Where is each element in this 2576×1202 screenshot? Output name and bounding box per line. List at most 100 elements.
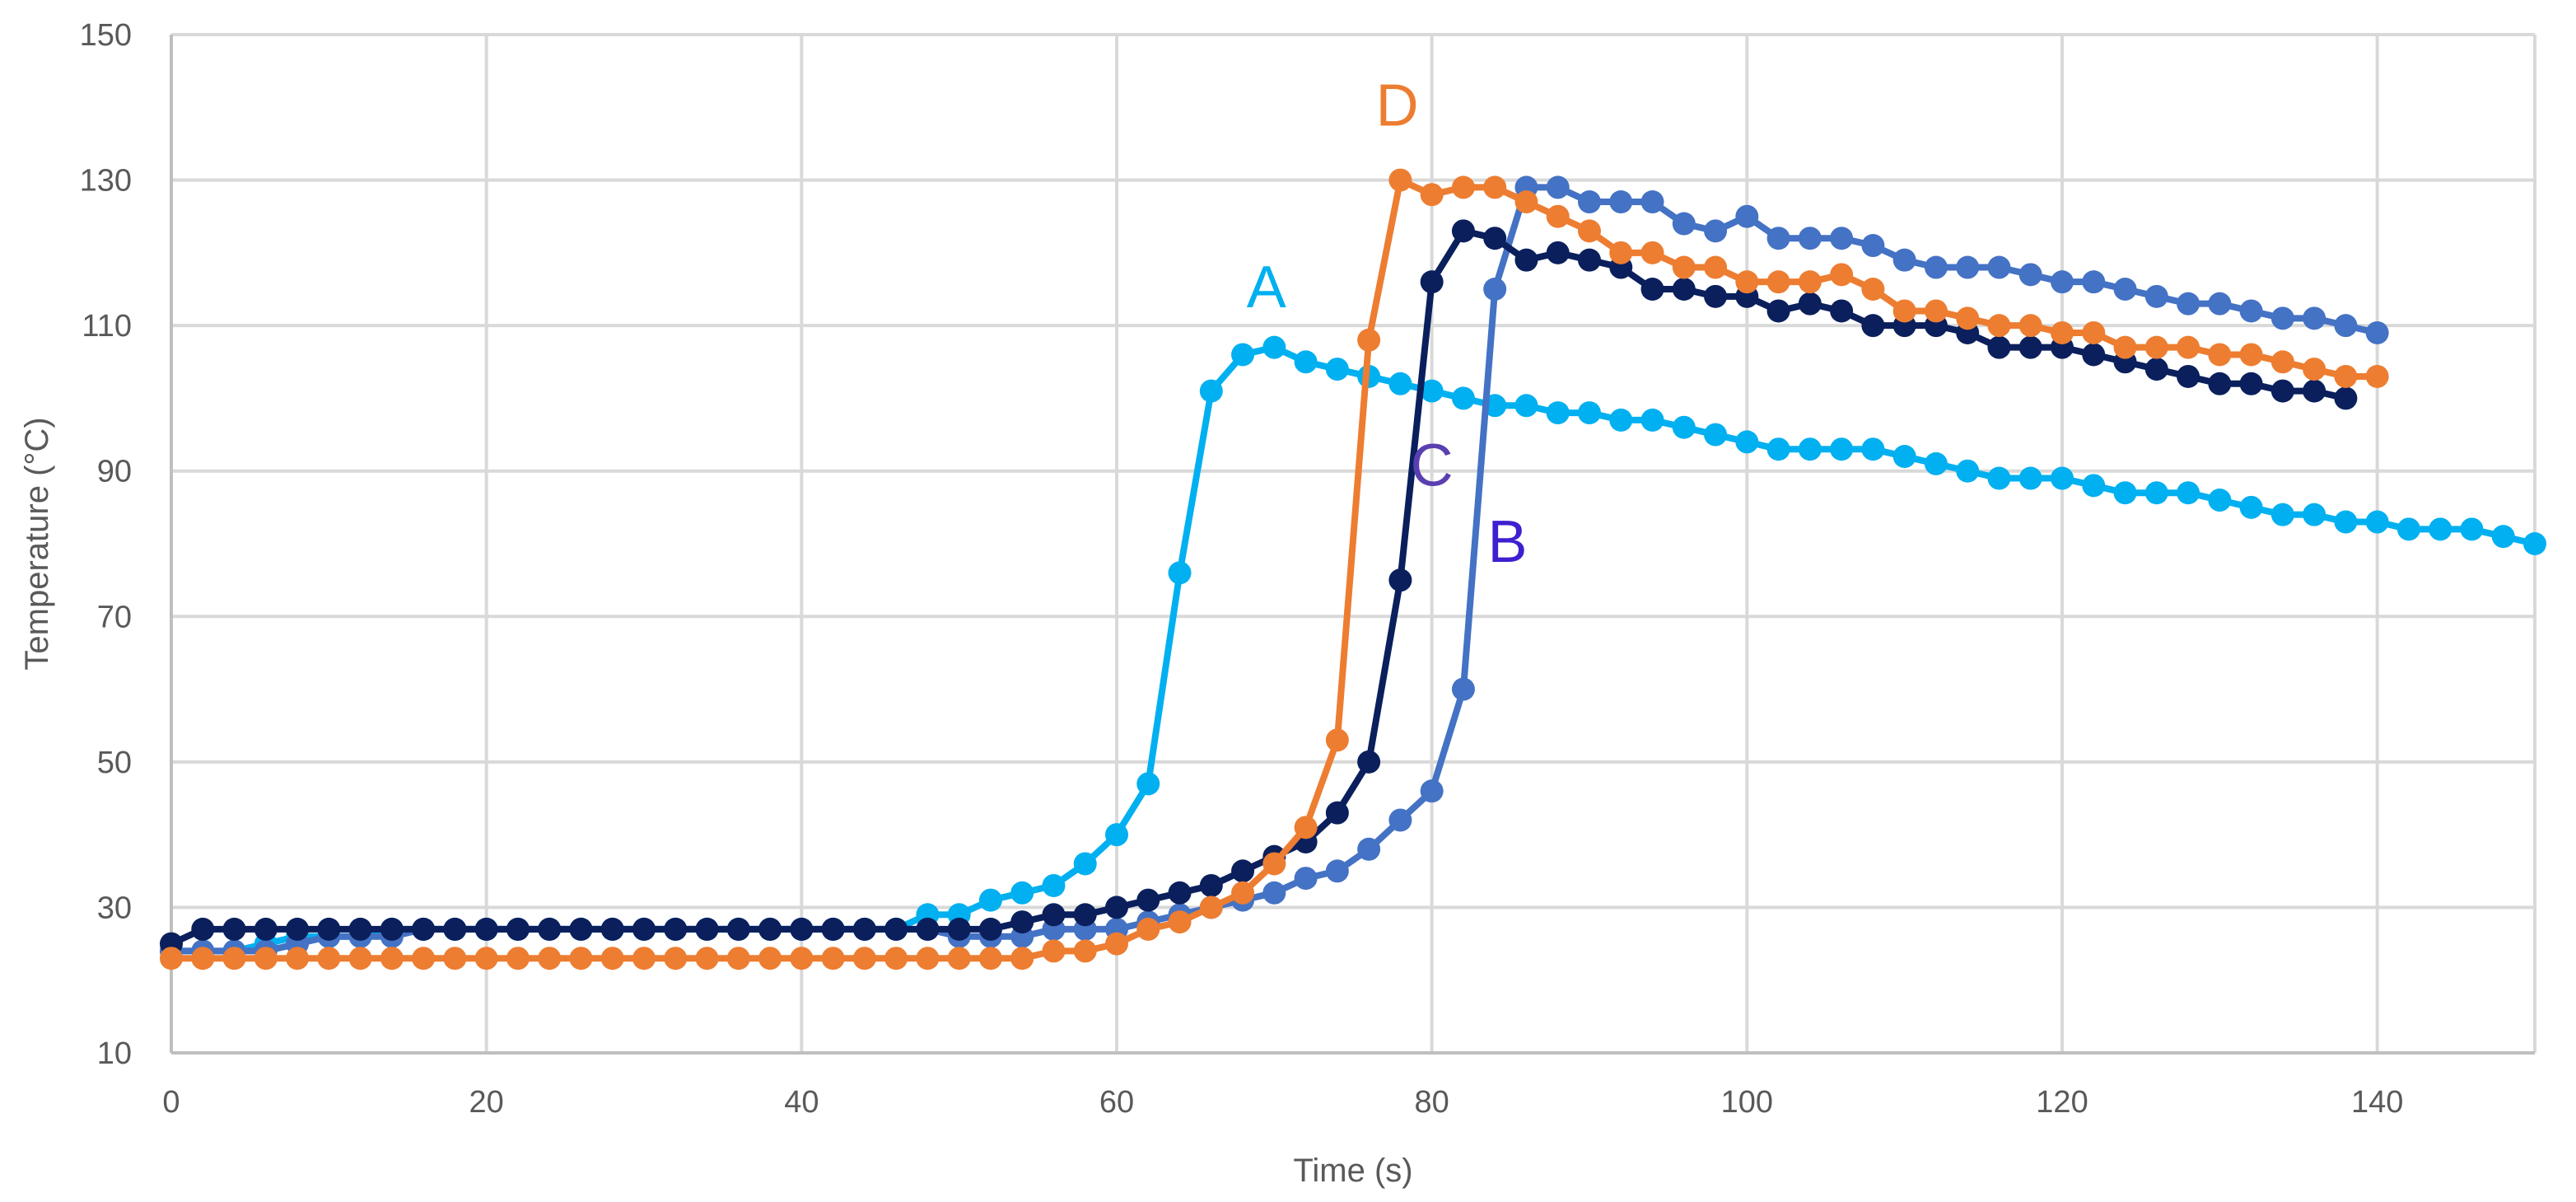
- data-point-c: [1420, 270, 1444, 294]
- data-point-b: [2082, 270, 2106, 294]
- data-point-a: [1672, 415, 1696, 439]
- data-point-d: [2239, 343, 2263, 367]
- data-point-a: [2429, 517, 2452, 541]
- data-point-a: [1451, 386, 1475, 410]
- data-point-d: [916, 947, 940, 970]
- data-point-d: [978, 947, 1002, 970]
- y-axis-title: Temperature (°C): [19, 417, 55, 670]
- data-point-c: [538, 917, 562, 941]
- data-point-d: [1451, 175, 1475, 199]
- data-point-a: [1609, 408, 1633, 432]
- data-point-b: [1640, 190, 1664, 214]
- data-point-d: [1704, 255, 1728, 279]
- data-point-c: [1231, 859, 1255, 883]
- data-point-d: [2051, 320, 2074, 344]
- x-tick-label: 0: [162, 1085, 180, 1120]
- x-tick-label: 60: [1099, 1085, 1134, 1120]
- data-point-b: [1357, 837, 1381, 861]
- data-point-b: [1766, 227, 1790, 250]
- data-point-a: [2113, 481, 2137, 505]
- data-point-d: [412, 947, 436, 970]
- data-point-a: [1892, 445, 1916, 469]
- data-point-b: [2144, 284, 2168, 308]
- data-point-c: [1010, 910, 1034, 934]
- series-d: [160, 168, 2389, 970]
- data-point-a: [2144, 481, 2168, 505]
- data-point-a: [2491, 525, 2515, 549]
- data-point-b: [1987, 255, 2011, 279]
- data-point-c: [286, 917, 310, 941]
- data-point-d: [538, 947, 562, 970]
- data-point-d: [2208, 343, 2232, 367]
- data-point-d: [1609, 241, 1633, 264]
- data-point-d: [380, 947, 404, 970]
- data-point-c: [191, 917, 215, 941]
- data-point-c: [2303, 379, 2326, 403]
- y-tick-label: 90: [97, 455, 132, 489]
- data-point-b: [1609, 190, 1633, 214]
- data-point-c: [2334, 386, 2358, 410]
- data-point-d: [1578, 219, 1601, 243]
- data-point-c: [254, 917, 278, 941]
- data-point-c: [2208, 372, 2232, 395]
- data-point-a: [2018, 466, 2042, 490]
- data-point-c: [1073, 903, 1097, 927]
- data-point-c: [1798, 292, 1822, 316]
- data-point-a: [1420, 379, 1444, 403]
- data-point-a: [1987, 466, 2011, 490]
- data-point-b: [1262, 881, 1286, 905]
- data-point-d: [1199, 896, 1223, 919]
- data-point-b: [2113, 278, 2137, 301]
- data-point-a: [2177, 481, 2200, 505]
- data-point-d: [1073, 939, 1097, 963]
- data-point-a: [1105, 823, 1128, 847]
- data-point-b: [1956, 255, 1980, 279]
- data-point-a: [1388, 372, 1412, 395]
- data-point-a: [1168, 561, 1192, 585]
- data-point-d: [474, 947, 498, 970]
- data-point-d: [2018, 314, 2042, 338]
- data-point-d: [1766, 270, 1790, 294]
- data-point-d: [600, 947, 624, 970]
- series-c: [160, 219, 2358, 956]
- data-point-c: [2144, 358, 2168, 381]
- data-point-d: [2303, 358, 2326, 381]
- data-point-c: [1388, 568, 1412, 592]
- data-point-b: [2208, 292, 2232, 316]
- data-point-d: [2365, 364, 2389, 388]
- data-point-a: [2334, 510, 2358, 534]
- data-point-d: [160, 947, 183, 970]
- data-point-b: [1451, 677, 1475, 701]
- data-point-a: [1073, 852, 1097, 876]
- data-point-c: [852, 917, 876, 941]
- data-point-c: [1136, 888, 1160, 912]
- data-point-c: [821, 917, 845, 941]
- data-point-d: [191, 947, 215, 970]
- data-point-c: [1514, 248, 1538, 272]
- data-point-d: [2334, 364, 2358, 388]
- data-point-c: [443, 917, 467, 941]
- data-point-d: [821, 947, 845, 970]
- series-layer: [160, 168, 2546, 970]
- data-point-d: [569, 947, 593, 970]
- data-point-b: [1388, 808, 1412, 832]
- data-point-a: [1199, 379, 1223, 403]
- data-point-a: [978, 888, 1002, 912]
- axis-layer: 10 30 50 70 90 110 130 150 0 20 40 60 80 100 120 140: [80, 18, 2535, 1120]
- data-point-c: [1042, 903, 1066, 927]
- data-point-d: [790, 947, 814, 970]
- data-point-b: [1420, 779, 1444, 803]
- data-point-c: [1704, 284, 1728, 308]
- data-point-c: [758, 917, 782, 941]
- data-point-b: [1892, 248, 1916, 272]
- data-point-a: [2208, 489, 2232, 512]
- data-point-a: [1136, 772, 1160, 796]
- data-point-c: [790, 917, 814, 941]
- data-point-a: [1546, 401, 1570, 425]
- data-point-c: [916, 917, 940, 941]
- data-point-d: [1672, 255, 1696, 279]
- data-point-d: [632, 947, 656, 970]
- data-point-a: [1704, 423, 1728, 447]
- data-point-b: [2334, 314, 2358, 338]
